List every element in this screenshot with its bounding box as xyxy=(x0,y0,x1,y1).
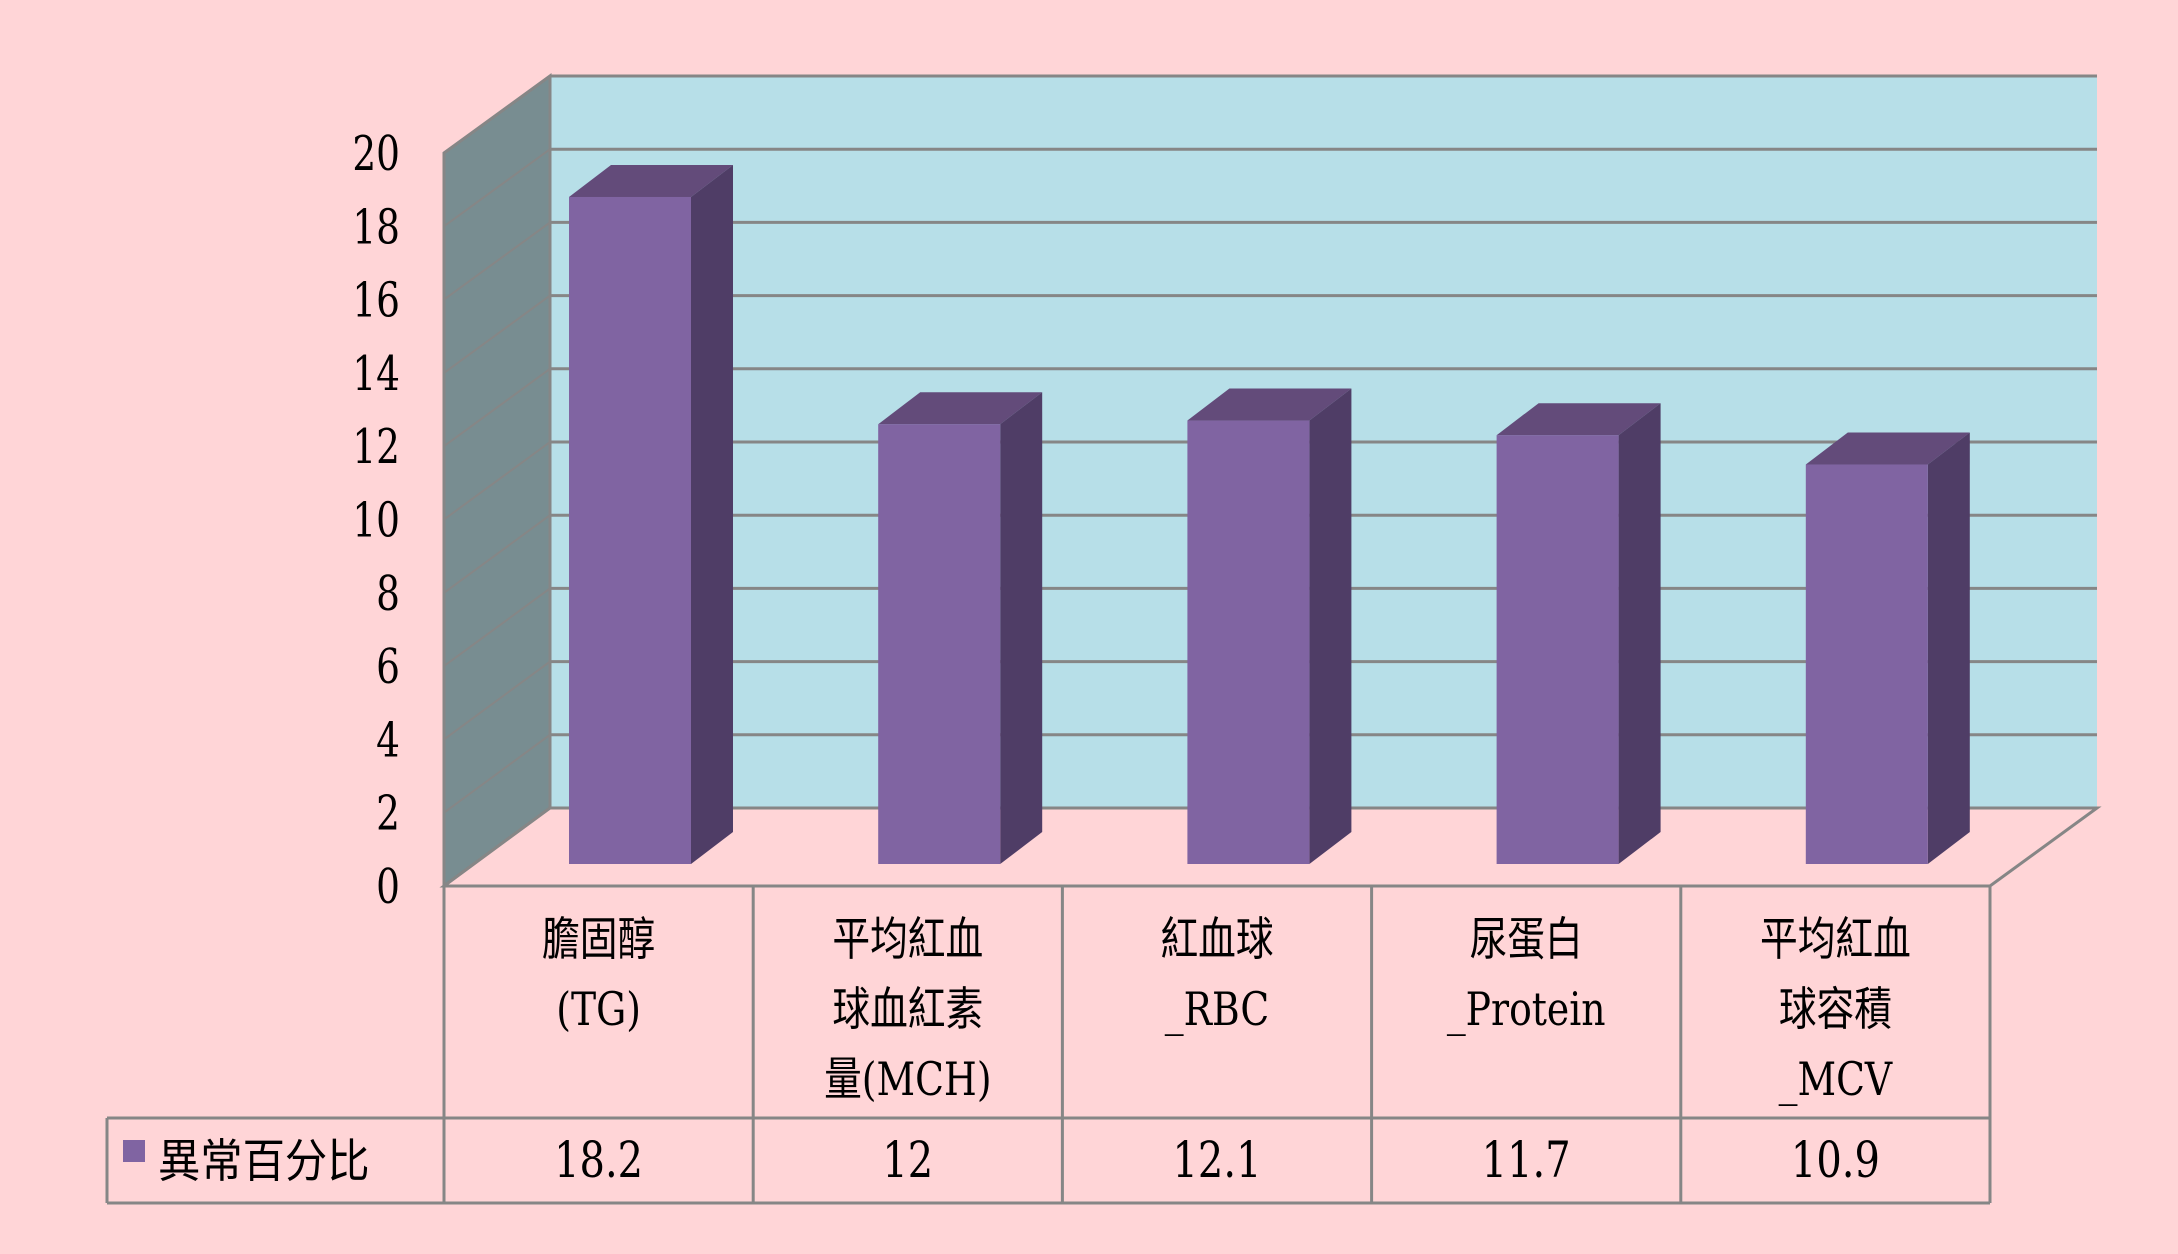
data-table-value: 11.7 xyxy=(1482,1131,1571,1190)
bar-top xyxy=(569,164,733,197)
category-label: 平均紅血 xyxy=(1760,912,1911,966)
category-label: 紅血球 xyxy=(1160,912,1273,966)
gridline-side xyxy=(443,441,551,521)
bar xyxy=(1496,435,1619,864)
category-label: (TG) xyxy=(556,982,641,1036)
gridline-side xyxy=(443,514,551,594)
gridline-side xyxy=(443,75,551,154)
bar-side xyxy=(1927,432,1970,864)
data-table-value: 12.1 xyxy=(1172,1131,1261,1190)
bar-top xyxy=(1805,432,1970,465)
bar-top xyxy=(1496,403,1661,436)
y-tick-label: 8 xyxy=(376,566,400,622)
gridline-side xyxy=(443,294,551,374)
category-label: 膽固醇 xyxy=(542,912,655,966)
category-label: 球血紅素 xyxy=(832,982,983,1036)
bar-top xyxy=(878,392,1043,425)
category-label: 平均紅血 xyxy=(832,912,983,966)
legend-key xyxy=(123,1140,145,1162)
gridline-side xyxy=(443,148,551,228)
legend-label: 異常百分比 xyxy=(158,1135,370,1188)
data-table-value: 12 xyxy=(882,1131,933,1190)
bar xyxy=(1187,420,1310,864)
bar xyxy=(569,196,691,865)
y-tick-label: 18 xyxy=(352,200,400,256)
category-label: _RBC xyxy=(1165,982,1270,1036)
data-table-value: 10.9 xyxy=(1791,1131,1880,1190)
bar-side xyxy=(691,164,733,865)
category-label: 球容積 xyxy=(1779,982,1892,1036)
bar-side xyxy=(1000,392,1043,864)
y-tick-label: 6 xyxy=(376,640,400,696)
y-tick-label: 0 xyxy=(376,860,400,916)
gridline-side xyxy=(443,660,551,741)
y-tick-label: 10 xyxy=(352,493,400,549)
gridline-side xyxy=(443,587,551,667)
data-table-value: 18.2 xyxy=(554,1131,643,1190)
y-tick-label: 2 xyxy=(376,786,400,842)
gridline-side xyxy=(443,807,551,887)
y-tick-label: 4 xyxy=(376,713,400,769)
y-tick-label: 16 xyxy=(352,273,400,329)
gridline-side xyxy=(443,733,551,814)
category-label: 尿蛋白 xyxy=(1470,912,1583,966)
bar-side xyxy=(1618,403,1661,864)
category-label: _Protein xyxy=(1447,982,1606,1036)
bar-side xyxy=(1309,388,1352,864)
bar xyxy=(1805,464,1928,864)
category-label: 量(MCH) xyxy=(824,1052,991,1106)
bar-top xyxy=(1187,388,1352,421)
gridline-side xyxy=(443,367,551,448)
y-tick-label: 14 xyxy=(352,346,400,402)
gridline-side xyxy=(443,221,551,301)
y-tick-label: 12 xyxy=(352,420,400,476)
bar xyxy=(878,424,1001,864)
y-tick-label: 20 xyxy=(352,127,400,183)
category-label: _MCV xyxy=(1779,1052,1893,1106)
